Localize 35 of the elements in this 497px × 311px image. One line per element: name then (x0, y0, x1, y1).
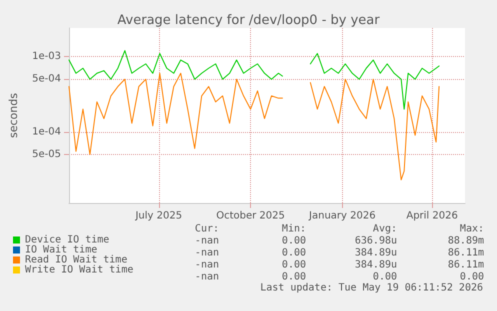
text: 636.98u (354, 236, 398, 246)
text: 0.00 (282, 248, 306, 258)
text: Cur: (194, 224, 220, 234)
chart-title: Average latency for /dev/loop0 - by year (117, 13, 380, 28)
y-tick-label: 5e-05 (32, 148, 61, 160)
x-tick-label: January 2026 (308, 210, 376, 222)
legend-label: Read IO Wait time (25, 254, 128, 266)
text: 88.89m (448, 236, 484, 246)
y-tick-label: 1e-03 (32, 51, 61, 62)
text: 0.00 (372, 272, 398, 282)
text: -nan (194, 236, 220, 246)
text: 0.00 (460, 272, 484, 282)
text: -nan (194, 260, 220, 270)
y-tick-label: 5e-04 (32, 74, 61, 85)
legend-label: Device IO time (25, 234, 110, 246)
legend-label: IO Wait time (25, 244, 98, 256)
text: Avg: (372, 224, 398, 234)
text: -nan (194, 272, 220, 282)
text: 0.00 (282, 272, 306, 282)
x-tick-label: July 2025 (134, 210, 182, 222)
x-tick-label: October 2025 (216, 210, 285, 222)
y-axis-title: seconds (7, 92, 20, 138)
text: Last update: Tue May 19 06:11:52 2026 (260, 282, 484, 294)
legend-label: Write IO Wait time (25, 264, 134, 276)
text: 0.00 (282, 260, 306, 270)
text: 0.00 (282, 236, 306, 246)
text: -nan (194, 248, 220, 258)
text: Min: (282, 224, 306, 234)
text: Max: (460, 224, 484, 234)
text: 86.11m (448, 248, 484, 258)
text: 384.89u (354, 260, 398, 270)
text: 384.89u (354, 248, 398, 258)
x-tick-label: April 2026 (406, 210, 458, 222)
text: 86.11m (448, 260, 484, 270)
y-tick-label: 1e-04 (32, 126, 61, 138)
